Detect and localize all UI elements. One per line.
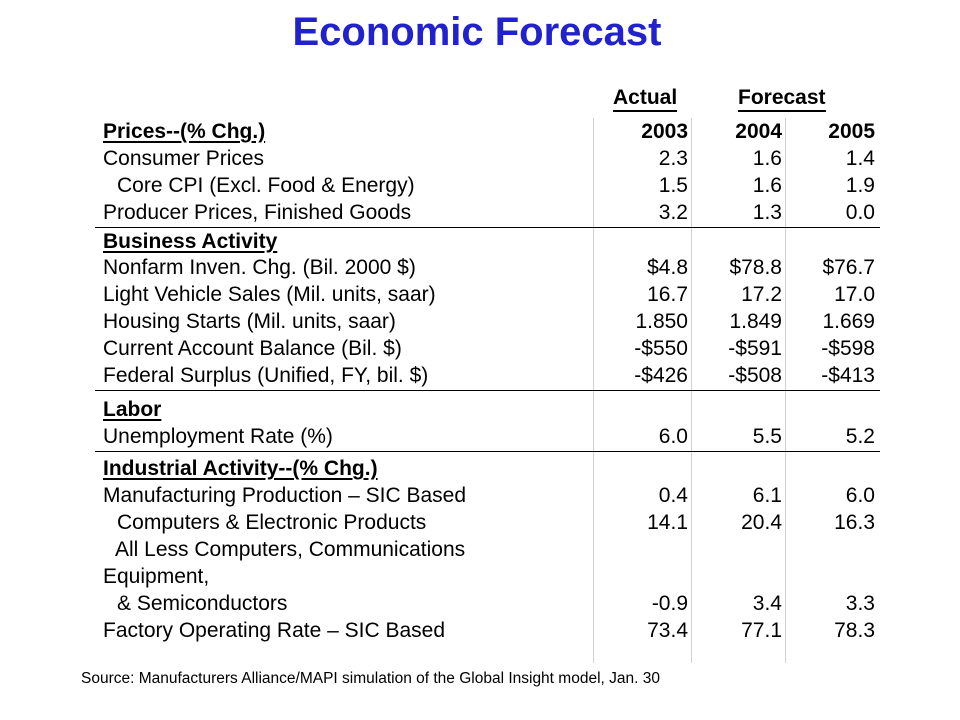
table-row: All Less Computers, Communications <box>103 536 879 563</box>
table-row: & Semiconductors -0.9 3.4 3.3 <box>103 590 879 617</box>
year-header-2005: 2005 <box>828 120 875 143</box>
cell-2005: 17.0 <box>834 283 875 306</box>
section-divider <box>95 227 880 228</box>
table-row: Current Account Balance (Bil. $) -$550 -… <box>103 335 879 362</box>
cell-2004: 20.4 <box>741 511 782 534</box>
cell-2004: 6.1 <box>752 484 782 507</box>
section-title: Prices--(% Chg.) <box>103 120 266 143</box>
cell-2003: 1.850 <box>635 310 688 333</box>
table-row: Computers & Electronic Products 14.1 20.… <box>103 509 879 536</box>
cell-2003: $4.8 <box>647 256 688 279</box>
cell-2004: 3.4 <box>752 592 782 615</box>
row-label: Light Vehicle Sales (Mil. units, saar) <box>103 283 436 306</box>
cell-2003: 73.4 <box>647 619 688 642</box>
year-header-2004: 2004 <box>735 120 782 143</box>
section-title: Business Activity <box>103 230 278 253</box>
section-divider <box>95 451 880 452</box>
table-row: Federal Surplus (Unified, FY, bil. $) -$… <box>103 362 879 389</box>
table-row: Factory Operating Rate – SIC Based 73.4 … <box>103 617 879 644</box>
cell-2003: 14.1 <box>647 511 688 534</box>
table-row: Unemployment Rate (%) 6.0 5.5 5.2 <box>103 423 879 450</box>
cell-2003: 2.3 <box>658 147 688 170</box>
row-label: Equipment, <box>103 565 210 588</box>
cell-2005: 6.0 <box>845 484 875 507</box>
row-label: Unemployment Rate (%) <box>103 425 333 448</box>
table-row: Housing Starts (Mil. units, saar) 1.850 … <box>103 308 879 335</box>
cell-2005: 1.9 <box>845 174 875 197</box>
section-title: Industrial Activity--(% Chg.) <box>103 457 378 480</box>
row-label: All Less Computers, Communications <box>115 538 466 561</box>
section-divider <box>95 390 880 391</box>
cell-2003: -0.9 <box>651 592 688 615</box>
row-label: Factory Operating Rate – SIC Based <box>103 619 445 642</box>
section-header-prices: Prices--(% Chg.) 2003 2004 2005 <box>103 118 879 145</box>
row-label: Manufacturing Production – SIC Based <box>103 484 467 507</box>
section-header-business-activity: Business Activity <box>103 228 879 255</box>
section-header-industrial-activity: Industrial Activity--(% Chg.) <box>103 455 879 482</box>
cell-2005: 3.3 <box>845 592 875 615</box>
row-label: Consumer Prices <box>103 147 265 170</box>
source-note: Source: Manufacturers Alliance/MAPI simu… <box>81 670 660 687</box>
page-title: Economic Forecast <box>292 10 662 54</box>
cell-2003: -$550 <box>634 337 688 360</box>
cell-2004: 1.3 <box>752 201 782 224</box>
cell-2003: 6.0 <box>658 425 688 448</box>
row-label: Federal Surplus (Unified, FY, bil. $) <box>103 364 429 387</box>
cell-2004: $78.8 <box>729 256 782 279</box>
table-row: Producer Prices, Finished Goods 3.2 1.3 … <box>103 199 879 226</box>
cell-2005: 0.0 <box>845 201 875 224</box>
row-label: Housing Starts (Mil. units, saar) <box>103 310 396 333</box>
table-row: Nonfarm Inven. Chg. (Bil. 2000 $) $4.8 $… <box>103 254 879 281</box>
cell-2005: $76.7 <box>822 256 875 279</box>
actual-column-group-header: Actual <box>613 86 678 112</box>
cell-2003: 0.4 <box>658 484 688 507</box>
section-header-labor: Labor <box>103 396 879 423</box>
cell-2003: -$426 <box>634 364 688 387</box>
cell-2005: 16.3 <box>834 511 875 534</box>
cell-2004: 1.6 <box>752 174 782 197</box>
cell-2004: -$591 <box>728 337 782 360</box>
cell-2004: -$508 <box>728 364 782 387</box>
cell-2004: 77.1 <box>741 619 782 642</box>
forecast-column-group-header: Forecast <box>738 86 826 112</box>
row-label: Core CPI (Excl. Food & Energy) <box>117 174 415 197</box>
table-row: Light Vehicle Sales (Mil. units, saar) 1… <box>103 281 879 308</box>
row-label: Computers & Electronic Products <box>117 511 427 534</box>
cell-2005: -$598 <box>821 337 875 360</box>
row-label: & Semiconductors <box>117 592 288 615</box>
table-row: Core CPI (Excl. Food & Energy) 1.5 1.6 1… <box>103 172 879 199</box>
row-label: Current Account Balance (Bil. $) <box>103 337 402 360</box>
cell-2003: 3.2 <box>658 201 688 224</box>
cell-2005: 1.4 <box>845 147 875 170</box>
cell-2004: 17.2 <box>741 283 782 306</box>
table-row: Consumer Prices 2.3 1.6 1.4 <box>103 145 879 172</box>
year-header-2003: 2003 <box>641 120 688 143</box>
table-row: Equipment, <box>103 563 879 590</box>
cell-2005: 5.2 <box>845 425 875 448</box>
cell-2003: 16.7 <box>647 283 688 306</box>
cell-2004: 5.5 <box>752 425 782 448</box>
cell-2003: 1.5 <box>658 174 688 197</box>
table-row: Manufacturing Production – SIC Based 0.4… <box>103 482 879 509</box>
row-label: Nonfarm Inven. Chg. (Bil. 2000 $) <box>103 256 416 279</box>
cell-2005: 1.669 <box>822 310 875 333</box>
cell-2004: 1.849 <box>729 310 782 333</box>
cell-2005: 78.3 <box>834 619 875 642</box>
cell-2004: 1.6 <box>752 147 782 170</box>
cell-2005: -$413 <box>821 364 875 387</box>
section-title: Labor <box>103 398 162 421</box>
row-label: Producer Prices, Finished Goods <box>103 201 412 224</box>
